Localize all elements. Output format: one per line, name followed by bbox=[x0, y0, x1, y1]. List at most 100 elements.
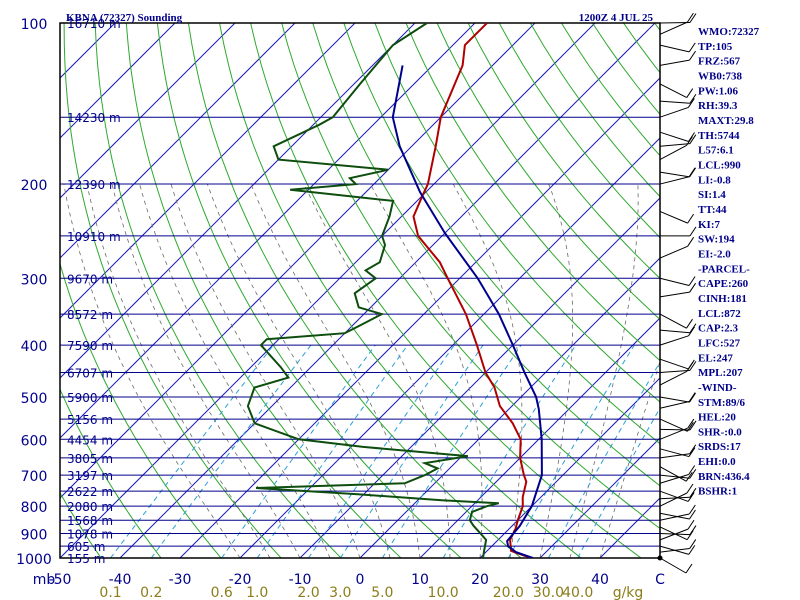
wind-barb-flag bbox=[689, 420, 697, 431]
profile-line-1 bbox=[246, 23, 500, 558]
height-label: 155 m bbox=[67, 552, 105, 566]
wind-barb-flag bbox=[687, 359, 695, 370]
wind-barb bbox=[659, 513, 690, 521]
index-entry: SI:1.4 bbox=[698, 189, 726, 201]
wind-barbs bbox=[657, 12, 697, 574]
wind-barb-flag bbox=[686, 530, 694, 540]
moist-adiabat bbox=[170, 183, 361, 558]
wind-barb-flag bbox=[686, 88, 694, 98]
temperature-tick-label: -40 bbox=[109, 572, 132, 588]
wind-barb bbox=[659, 401, 690, 409]
wind-barb-flag bbox=[689, 134, 697, 144]
index-entry: MAXT:29.8 bbox=[698, 115, 754, 127]
wind-barb bbox=[659, 512, 690, 520]
wind-barb bbox=[659, 21, 691, 24]
pressure-tick-label: 200 bbox=[21, 178, 48, 194]
height-label: 605 m bbox=[67, 540, 105, 554]
isotherm-line bbox=[179, 77, 660, 558]
wind-barb-flag bbox=[688, 276, 696, 286]
index-entry: WMO:72327 bbox=[698, 26, 760, 38]
wind-barb-flag bbox=[688, 465, 696, 475]
pressure-tick-label: 100 bbox=[21, 17, 48, 33]
index-entry: EHI:0.0 bbox=[698, 456, 736, 468]
wind-barb bbox=[659, 448, 690, 458]
wind-barb-flag bbox=[689, 539, 697, 549]
height-label: 5156 m bbox=[67, 413, 113, 427]
wind-barb bbox=[659, 396, 690, 403]
index-entry: SW:194 bbox=[698, 234, 735, 246]
dry-adiabat bbox=[156, 23, 462, 558]
index-entry: EI:-2.0 bbox=[698, 248, 731, 260]
moist-adiabat bbox=[250, 183, 421, 558]
wind-barb-flag bbox=[687, 213, 695, 224]
index-entry: TT:44 bbox=[698, 204, 727, 216]
index-entry: LCL:872 bbox=[698, 308, 741, 320]
dry-adiabat bbox=[60, 491, 102, 558]
wind-barb-flag bbox=[689, 444, 697, 455]
index-entry: -WIND- bbox=[698, 382, 737, 394]
height-label: 3197 m bbox=[67, 469, 113, 483]
profile-line-0 bbox=[412, 23, 534, 558]
wind-barb-flag bbox=[687, 492, 695, 502]
height-label: 1078 m bbox=[67, 528, 113, 542]
mixing-ratio-label: 30.0 bbox=[533, 585, 564, 600]
wind-barb bbox=[659, 145, 687, 161]
height-label: 14230 m bbox=[67, 111, 121, 125]
index-entry: HEL:20 bbox=[698, 412, 736, 424]
dry-adiabat bbox=[405, 23, 660, 362]
dry-adiabat bbox=[60, 388, 162, 558]
mixing-ratio-label: 0.2 bbox=[140, 585, 162, 600]
pressure-tick-label: 300 bbox=[21, 272, 48, 288]
index-entry: LCL:990 bbox=[698, 159, 741, 171]
wind-barb-flag bbox=[689, 323, 697, 333]
wind-barb bbox=[659, 358, 689, 370]
wind-barb bbox=[659, 428, 691, 431]
wind-barb-flag bbox=[689, 93, 697, 104]
isotherm-line bbox=[539, 437, 660, 558]
pressure-tick-label: 800 bbox=[21, 500, 48, 516]
index-entry: KI:7 bbox=[698, 219, 721, 231]
dry-adiabat bbox=[312, 23, 660, 487]
wind-barb-flag bbox=[689, 361, 697, 371]
wind-barb-flag bbox=[689, 392, 696, 403]
mixing-ratio-label: 1.0 bbox=[246, 585, 268, 600]
isotherm-line bbox=[359, 257, 660, 558]
height-label: 5900 m bbox=[67, 391, 113, 405]
index-entry: -PARCEL- bbox=[698, 263, 750, 275]
index-entry: L57:6.1 bbox=[698, 145, 734, 157]
wind-barb-flag bbox=[689, 468, 697, 479]
wind-barb-flag bbox=[688, 447, 696, 457]
wind-barb bbox=[659, 171, 690, 178]
mixing-ratio-label: 3.0 bbox=[329, 585, 351, 600]
height-label: 4454 m bbox=[67, 433, 113, 447]
dry-adiabat bbox=[343, 23, 660, 445]
height-label: 12390 m bbox=[67, 178, 121, 192]
pressure-tick-label: 900 bbox=[21, 528, 48, 544]
wind-barb bbox=[659, 210, 688, 224]
index-entry: TH:5744 bbox=[698, 130, 740, 142]
index-entry: TP:105 bbox=[698, 41, 733, 53]
height-label: 3805 m bbox=[67, 452, 113, 466]
sounding-profiles bbox=[246, 23, 543, 558]
index-entry: SRDS:17 bbox=[698, 441, 741, 453]
mixing-ratio-label: 20.0 bbox=[493, 585, 524, 600]
height-label: 8572 m bbox=[67, 308, 113, 322]
dry-adiabat bbox=[250, 23, 642, 558]
wind-barb bbox=[659, 557, 687, 574]
mixing-ratio-line bbox=[442, 344, 577, 558]
wind-barb-flag bbox=[686, 483, 694, 494]
index-entry: MPL:207 bbox=[698, 367, 743, 379]
wind-barb bbox=[659, 453, 690, 459]
dry-adiabat bbox=[60, 262, 222, 558]
wind-barb-flag bbox=[687, 519, 695, 530]
background-grid bbox=[59, 22, 661, 559]
wind-barb bbox=[659, 143, 690, 147]
height-label: 10910 m bbox=[67, 230, 121, 244]
index-entry: CINH:181 bbox=[698, 293, 747, 305]
dry-adiabat bbox=[187, 23, 522, 558]
wind-base-dot bbox=[657, 555, 663, 561]
wind-barb bbox=[659, 59, 690, 66]
index-entry: LI:-0.8 bbox=[698, 174, 731, 186]
wind-barb-flag bbox=[686, 12, 694, 23]
